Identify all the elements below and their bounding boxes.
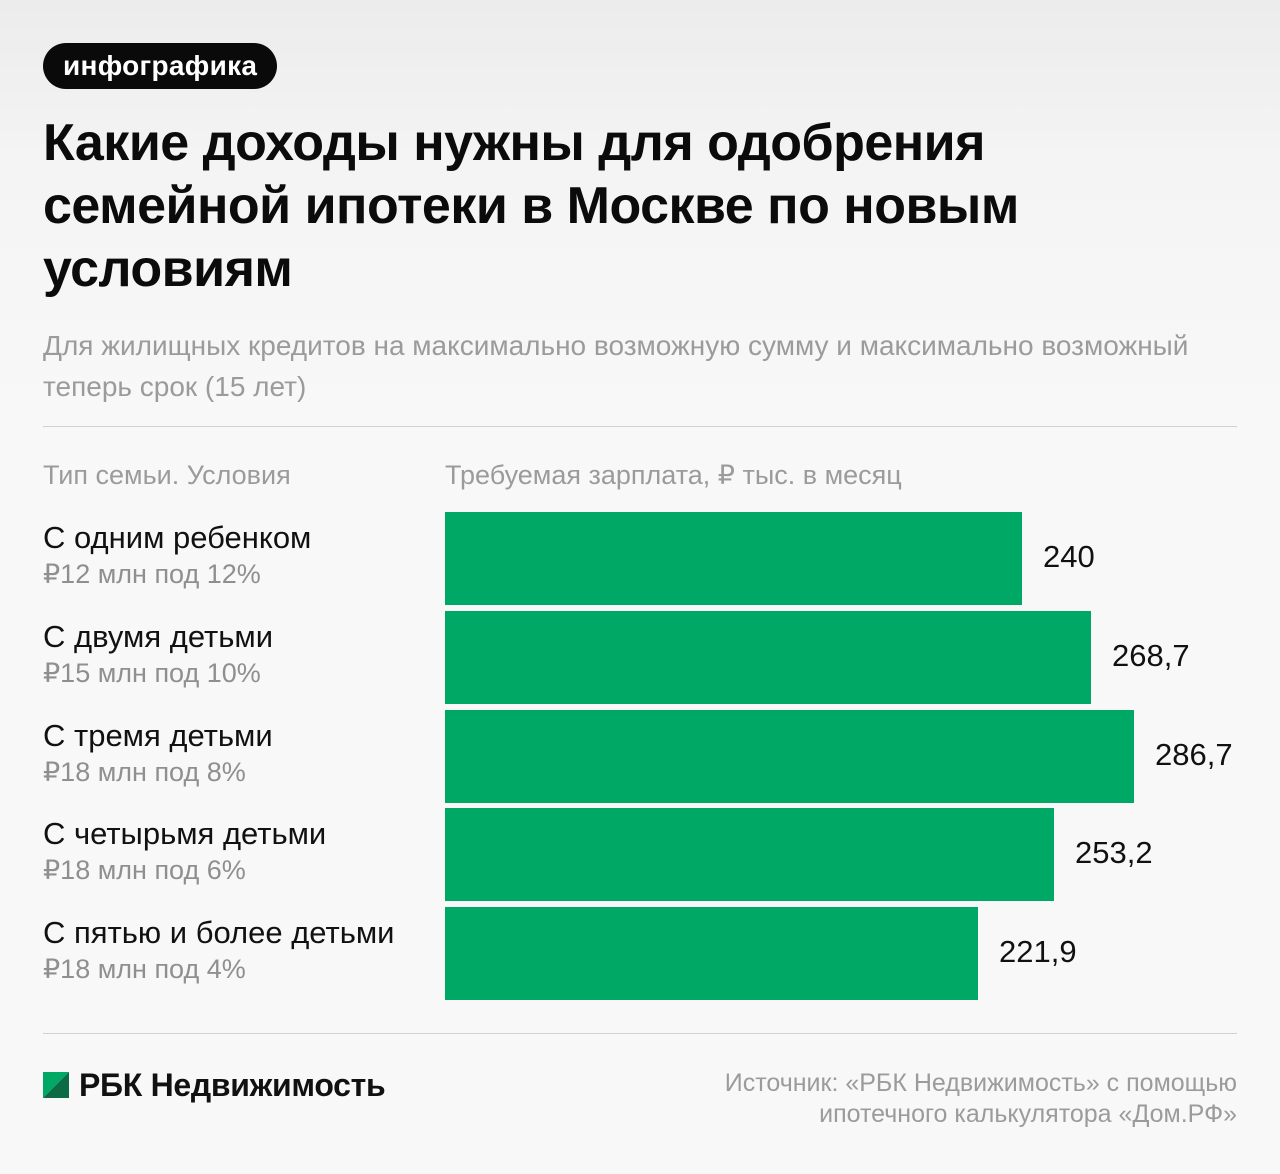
family-type-label: С двумя детьми [43,619,274,654]
row-label: С двумя детьми ₽15 млн под 10% [43,618,438,690]
infographic-badge: инфографика [43,43,278,89]
chart-subtitle: Для жилищных кредитов на максимально воз… [43,330,1189,402]
loan-conditions-label: ₽12 млн под 12% [43,559,261,589]
salary-bar [445,907,978,1000]
family-type-label: С четырьмя детьми [43,816,327,851]
family-type-label: С одним ребенком [43,520,312,555]
loan-conditions-label: ₽15 млн под 10% [43,658,261,688]
salary-bar [445,611,1091,704]
rbc-logo-icon [43,1072,69,1098]
row-label: С четырьмя детьми ₽18 млн под 6% [43,815,438,887]
top-divider [43,426,1237,427]
salary-bar [445,710,1134,803]
value-column-header: Требуемая зарплата, ₽ тыс. в месяц [445,460,902,490]
loan-conditions-label: ₽18 млн под 8% [43,757,246,787]
salary-bar [445,808,1054,901]
chart-title: Какие доходы нужны для одобрения семейно… [43,114,1019,298]
bar-value-label: 253,2 [1075,835,1153,870]
category-column-header: Тип семьи. Условия [43,460,291,490]
brand-name: РБК Недвижимость [79,1066,386,1103]
loan-conditions-label: ₽18 млн под 4% [43,954,246,984]
salary-bar [445,512,1022,605]
bar-value-label: 268,7 [1112,638,1190,673]
brand: РБК Недвижимость [43,1066,386,1104]
row-label: С одним ребенком ₽12 млн под 12% [43,519,438,591]
bar-value-label: 286,7 [1155,737,1233,772]
row-label: С тремя детьми ₽18 млн под 8% [43,717,438,789]
source-note: Источник: «РБК Недвижимость» с помощью и… [724,1069,1237,1128]
family-type-label: С пятью и более детьми [43,915,395,950]
family-type-label: С тремя детьми [43,718,273,753]
bottom-divider [43,1033,1237,1034]
row-label: С пятью и более детьми ₽18 млн под 4% [43,914,438,986]
loan-conditions-label: ₽18 млн под 6% [43,855,246,885]
bar-value-label: 240 [1043,539,1095,574]
bar-value-label: 221,9 [999,934,1077,969]
